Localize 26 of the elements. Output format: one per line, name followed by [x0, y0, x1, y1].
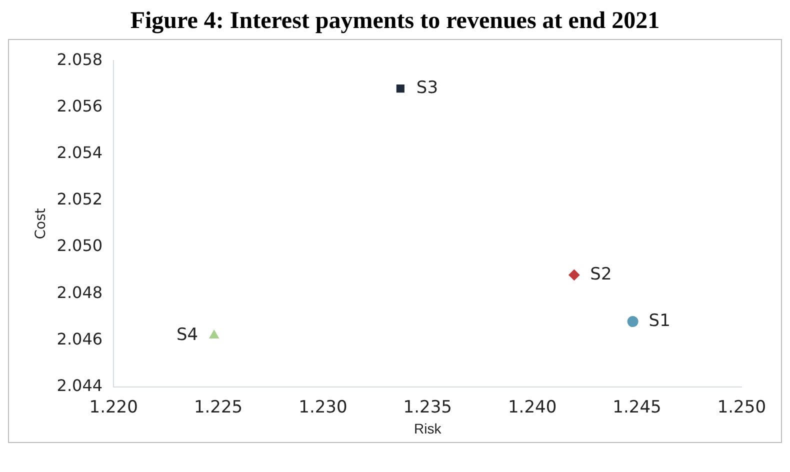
- y-tick-label: 2.048: [56, 282, 103, 302]
- y-tick-label: 2.056: [56, 96, 103, 116]
- x-tick-label: 1.240: [508, 397, 557, 418]
- y-tick-label: 2.044: [56, 376, 103, 395]
- x-tick-label: 1.225: [194, 397, 243, 418]
- y-tick-label: 2.046: [56, 329, 103, 348]
- series-label: S2: [590, 264, 612, 284]
- y-tick-label: 2.054: [56, 142, 103, 162]
- x-tick-label: 1.230: [298, 397, 348, 418]
- x-tick-label: 1.220: [89, 397, 138, 418]
- y-tick-label: 2.058: [56, 50, 103, 69]
- series-label: S3: [416, 78, 438, 98]
- point: [396, 84, 404, 93]
- y-tick-label: 2.052: [56, 190, 103, 209]
- point: [568, 269, 580, 280]
- chart-title: Figure 4: Interest payments to revenues at end 2021: [129, 8, 661, 35]
- x-tick-label: 1.235: [403, 397, 452, 418]
- series-label: S1: [648, 310, 670, 331]
- point: [627, 316, 638, 328]
- x-tick-label: 1.250: [717, 397, 766, 418]
- point: [209, 330, 219, 339]
- x-tick-label: 1.245: [612, 397, 662, 418]
- series-label: S4: [176, 324, 198, 345]
- y-axis-title: Cost: [33, 208, 50, 240]
- x-axis-title: Risk: [414, 420, 442, 436]
- y-tick-label: 2.050: [56, 236, 103, 256]
